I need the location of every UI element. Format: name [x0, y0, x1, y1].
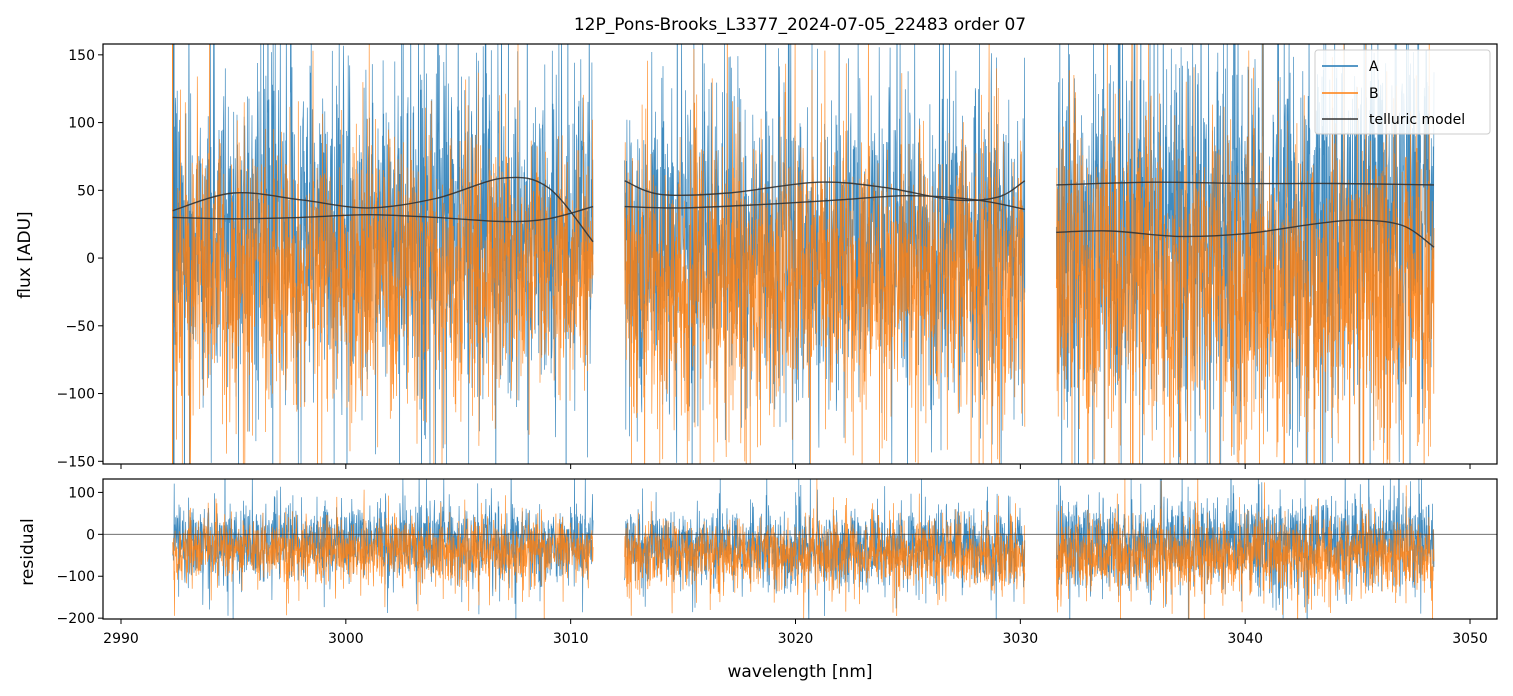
x-tick-label: 3040: [1227, 631, 1263, 647]
residual-y-axis-label: residual: [18, 518, 38, 585]
y-tick-label: 0: [86, 527, 95, 543]
flux-x-ticks: [120, 464, 1471, 469]
legend-label-b: B: [1369, 86, 1379, 102]
x-tick-label: 3030: [1003, 631, 1039, 647]
series-b-residual-segment: [624, 479, 1026, 619]
legend-box: [1314, 49, 1491, 135]
residual-panel: −200 −100 0 100 2990 3000 3010 3020 3030 3040 305…: [18, 478, 1498, 682]
telluric-curve: [172, 205, 594, 223]
y-tick-label: 50: [77, 183, 95, 199]
flux-panel: −150 −100 −50 0 50 100 150 flux [ADU] A B tell…: [15, 43, 1498, 470]
series-b-flux-segment: [172, 44, 594, 464]
telluric-curve: [624, 194, 1025, 210]
series-b-flux: [172, 44, 1435, 464]
x-axis-label: wavelength [nm]: [727, 662, 872, 682]
telluric-curve: [1056, 181, 1435, 186]
series-b-residual-segment: [172, 489, 594, 619]
y-tick-label: 100: [68, 116, 95, 132]
flux-y-axis-label: flux [ADU]: [15, 211, 35, 298]
residual-axes-frame: [102, 478, 1498, 620]
telluric-curve: [1056, 219, 1435, 248]
x-tick-label: 3000: [328, 631, 364, 647]
y-tick-label: −50: [65, 319, 95, 335]
residual-y-ticks: −200 −100 0 100: [57, 485, 103, 627]
x-tick-label: 2990: [103, 631, 139, 647]
x-tick-label: 3020: [778, 631, 814, 647]
telluric-curve: [624, 180, 1026, 202]
series-b-residual-segment: [1055, 479, 1435, 619]
residual-x-ticks: 2990 3000 3010 3020 3030 3040 3050: [103, 619, 1488, 647]
y-tick-label: −200: [57, 611, 95, 627]
series-b-flux-segment: [624, 44, 1026, 464]
x-tick-label: 3050: [1452, 631, 1488, 647]
chart-title: 12P_Pons-Brooks_L3377_2024-07-05_22483 o…: [574, 15, 1026, 35]
series-b-flux-segment: [1055, 44, 1435, 464]
telluric-model-curves: [172, 176, 1435, 248]
flux-axes-frame: [102, 43, 1498, 465]
legend-label-telluric: telluric model: [1369, 112, 1465, 128]
flux-y-ticks: −150 −100 −50 0 50 100 150: [57, 48, 103, 470]
y-tick-label: 150: [68, 48, 95, 64]
legend: A B telluric model: [1314, 49, 1491, 135]
x-tick-label: 3010: [553, 631, 589, 647]
telluric-curve: [172, 176, 594, 243]
y-tick-label: 0: [86, 251, 95, 267]
y-tick-label: −100: [57, 569, 95, 585]
y-tick-label: 100: [68, 485, 95, 501]
legend-label-a: A: [1369, 59, 1379, 75]
series-a-flux-segment: [172, 44, 594, 464]
y-tick-label: −100: [57, 387, 95, 403]
y-tick-label: −150: [57, 454, 95, 470]
series-b-residual: [172, 479, 1435, 619]
residual-plot-area: [103, 479, 1497, 619]
